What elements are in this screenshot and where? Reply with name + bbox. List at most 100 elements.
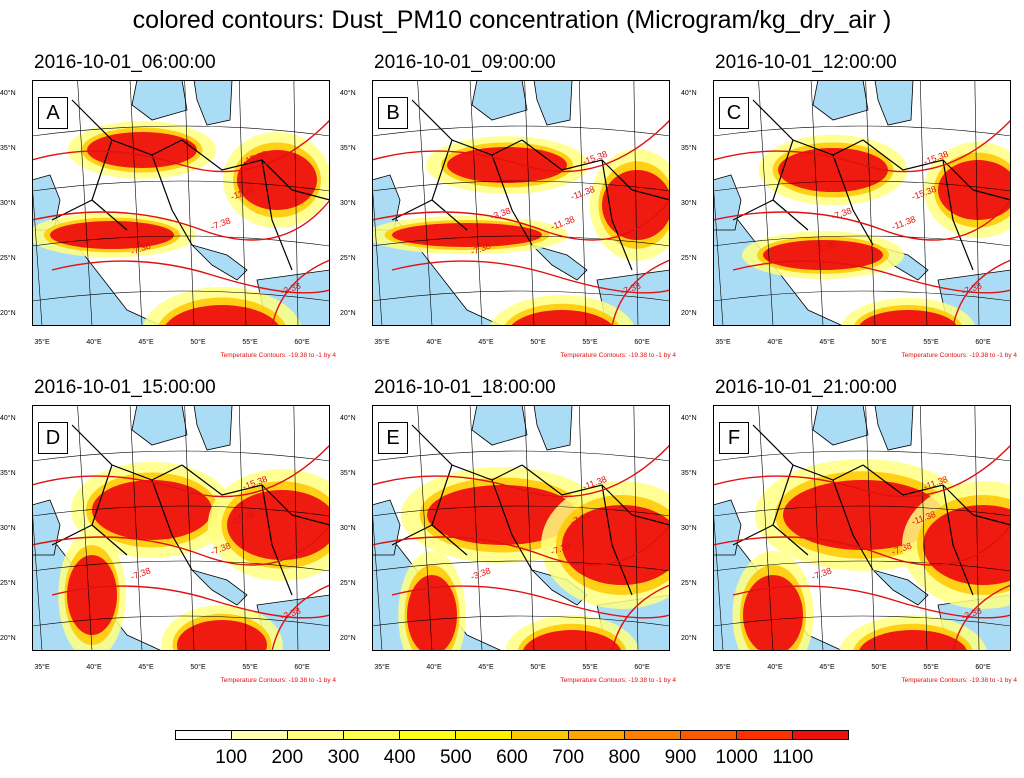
lon-label: 55°E bbox=[242, 339, 258, 346]
lat-label: 35°N bbox=[681, 470, 697, 477]
map-panel: 2016-10-01_09:00:00 -15.38 -11.38 -11.38 -7.… bbox=[340, 52, 690, 362]
panel-timestamp: 2016-10-01_06:00:00 bbox=[34, 52, 216, 73]
map-canvas: -15.38-15.38-11.38-11.38-7.38-7.38 bbox=[713, 80, 1011, 326]
lat-label: 20°N bbox=[0, 635, 16, 642]
lon-label: 35°E bbox=[34, 339, 50, 346]
lat-label: 30°N bbox=[681, 525, 697, 532]
map-canvas: -11.38-7.38-7.38-3.38 bbox=[372, 405, 670, 651]
lat-label: 40°N bbox=[681, 415, 697, 422]
colorbar-label: 200 bbox=[271, 747, 304, 768]
colorbar-label: 500 bbox=[439, 747, 472, 768]
lat-label: 25°N bbox=[0, 255, 16, 262]
lon-label: 60°E bbox=[634, 339, 650, 346]
colorbar-swatch bbox=[736, 731, 793, 739]
lon-label: 45°E bbox=[819, 664, 835, 671]
lat-label: 35°N bbox=[340, 145, 356, 152]
lon-label: 60°E bbox=[975, 339, 991, 346]
colorbar-swatch bbox=[568, 731, 625, 739]
colorbar-swatch bbox=[792, 731, 848, 739]
lon-label: 35°E bbox=[374, 664, 390, 671]
colorbar-label: 100 bbox=[215, 747, 248, 768]
figure-title: colored contours: Dust_PM10 concentratio… bbox=[132, 6, 892, 34]
panel-timestamp: 2016-10-01_18:00:00 bbox=[374, 377, 556, 398]
lon-label: 55°E bbox=[582, 664, 598, 671]
lon-label: 40°E bbox=[767, 664, 783, 671]
lon-label: 45°E bbox=[478, 339, 494, 346]
lon-label: 40°E bbox=[86, 664, 102, 671]
colorbar-label: 1000 bbox=[715, 747, 758, 768]
lat-label: 20°N bbox=[0, 310, 16, 317]
lon-label: 50°E bbox=[871, 339, 887, 346]
lon-label: 35°E bbox=[715, 339, 731, 346]
colorbar-label: 400 bbox=[383, 747, 416, 768]
panel-letter: E bbox=[378, 422, 408, 454]
lon-label: 50°E bbox=[530, 339, 546, 346]
panel-timestamp: 2016-10-01_21:00:00 bbox=[715, 377, 897, 398]
lon-label: 45°E bbox=[478, 664, 494, 671]
lat-label: 30°N bbox=[0, 200, 16, 207]
lon-label: 40°E bbox=[426, 664, 442, 671]
temperature-contour-note: Temperature Contours: -19.38 to -1 by 4 bbox=[560, 352, 676, 359]
lat-label: 25°N bbox=[681, 580, 697, 587]
lat-label: 40°N bbox=[0, 90, 16, 97]
lat-label: 35°N bbox=[0, 470, 16, 477]
lon-label: 50°E bbox=[871, 664, 887, 671]
lat-label: 35°N bbox=[0, 145, 16, 152]
lon-label: 40°E bbox=[86, 339, 102, 346]
colorbar-swatch bbox=[680, 731, 737, 739]
lat-label: 20°N bbox=[340, 310, 356, 317]
lon-label: 35°E bbox=[374, 339, 390, 346]
panel-letter: B bbox=[378, 97, 408, 129]
panel-timestamp: 2016-10-01_15:00:00 bbox=[34, 377, 216, 398]
lon-label: 35°E bbox=[715, 664, 731, 671]
lon-label: 45°E bbox=[138, 339, 154, 346]
temperature-contour-note: Temperature Contours: -19.38 to -1 by 4 bbox=[220, 677, 336, 684]
colorbar-label: 600 bbox=[496, 747, 528, 768]
map-panel: 2016-10-01_15:00:00 -15.38 -11.38 -7.38 -7.3… bbox=[0, 377, 350, 687]
lon-label: 55°E bbox=[242, 664, 258, 671]
lon-label: 45°E bbox=[819, 339, 835, 346]
map-panel: 2016-10-01_18:00:00 -11.38 -7.38 -7.38 -3.38… bbox=[340, 377, 690, 687]
lon-label: 40°E bbox=[426, 339, 442, 346]
colorbar-swatch bbox=[624, 731, 681, 739]
lon-label: 55°E bbox=[923, 339, 939, 346]
lat-label: 40°N bbox=[340, 415, 356, 422]
temperature-contour-note: Temperature Contours: -19.38 to -1 by 4 bbox=[560, 677, 676, 684]
map-canvas: -11.38-11.38-7.38-7.38-3.38 bbox=[713, 405, 1011, 651]
colorbar-swatch bbox=[232, 731, 289, 739]
colorbar-swatch bbox=[344, 731, 401, 739]
lon-label: 45°E bbox=[138, 664, 154, 671]
lat-label: 40°N bbox=[340, 90, 356, 97]
colorbar-swatch bbox=[456, 731, 513, 739]
panel-letter: C bbox=[719, 97, 749, 129]
panel-letter: D bbox=[38, 422, 68, 454]
lon-label: 50°E bbox=[190, 339, 206, 346]
lat-label: 30°N bbox=[340, 200, 356, 207]
lat-label: 35°N bbox=[340, 470, 356, 477]
temperature-contour-note: Temperature Contours: -19.38 to -1 by 4 bbox=[220, 352, 336, 359]
map-canvas: -15.38-11.38-7.38-7.38-3.38 bbox=[32, 80, 330, 326]
panel-timestamp: 2016-10-01_09:00:00 bbox=[374, 52, 556, 73]
map-panel: 2016-10-01_12:00:00 -15.38 -15.38 -11.38 -11… bbox=[681, 52, 1024, 362]
lon-label: 55°E bbox=[582, 339, 598, 346]
colorbar-swatch bbox=[400, 731, 457, 739]
lon-label: 50°E bbox=[530, 664, 546, 671]
lat-label: 20°N bbox=[681, 635, 697, 642]
lat-label: 40°N bbox=[681, 90, 697, 97]
lat-label: 25°N bbox=[340, 580, 356, 587]
lat-label: 25°N bbox=[0, 580, 16, 587]
lat-label: 30°N bbox=[681, 200, 697, 207]
lon-label: 60°E bbox=[294, 664, 310, 671]
lon-label: 60°E bbox=[634, 664, 650, 671]
lat-label: 25°N bbox=[340, 255, 356, 262]
temperature-contour-note: Temperature Contours: -19.38 to -1 by 4 bbox=[901, 352, 1017, 359]
lon-label: 35°E bbox=[34, 664, 50, 671]
temperature-contour-note: Temperature Contours: -19.38 to -1 by 4 bbox=[901, 677, 1017, 684]
colorbar-label: 1100 bbox=[772, 747, 814, 768]
lon-label: 40°E bbox=[767, 339, 783, 346]
colorbar-swatch bbox=[288, 731, 345, 739]
lon-label: 55°E bbox=[923, 664, 939, 671]
map-panel: 2016-10-01_21:00:00 -11.38 -11.38 -7.38 -7.3… bbox=[681, 377, 1024, 687]
colorbar bbox=[175, 730, 849, 740]
colorbar-label: 700 bbox=[552, 747, 585, 768]
